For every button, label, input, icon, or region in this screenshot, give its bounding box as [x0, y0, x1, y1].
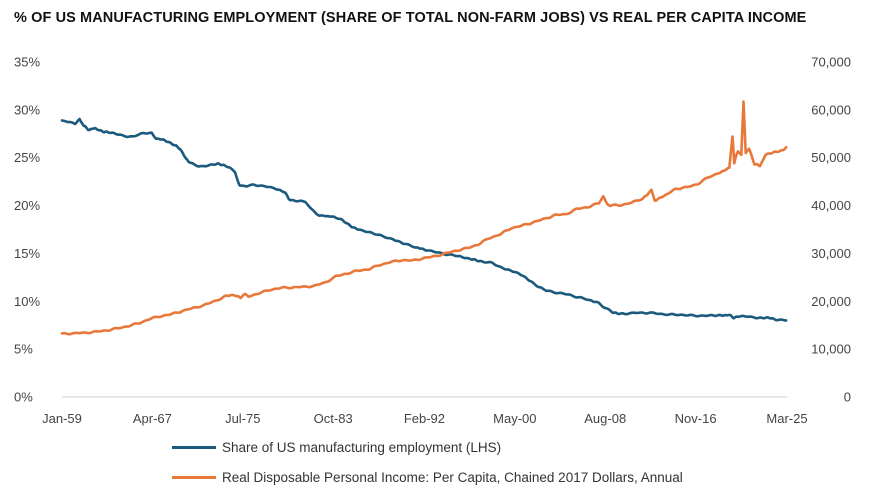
- x-tick-label: Nov-16: [675, 411, 717, 426]
- x-tick-label: Aug-08: [584, 411, 626, 426]
- left-tick-label: 0%: [14, 390, 33, 405]
- right-tick-label: 0: [844, 390, 851, 405]
- series-lines: [60, 100, 788, 336]
- right-tick-label: 40,000: [811, 198, 851, 213]
- right-tick-label: 60,000: [811, 102, 851, 117]
- left-tick-label: 25%: [14, 150, 40, 165]
- right-tick-label: 50,000: [811, 150, 851, 165]
- legend-label-manufacturing: Share of US manufacturing employment (LH…: [222, 440, 502, 455]
- left-axis-labels: 0% 5% 10% 15% 20% 25% 30% 35%: [14, 55, 40, 405]
- left-tick-label: 15%: [14, 246, 40, 261]
- legend-item-manufacturing: Share of US manufacturing employment (LH…: [172, 440, 501, 455]
- left-tick-label: 10%: [14, 294, 40, 309]
- x-tick-label: May-00: [493, 411, 536, 426]
- x-tick-label: Feb-92: [404, 411, 445, 426]
- x-tick-label: Mar-25: [766, 411, 807, 426]
- legend-label-income: Real Disposable Personal Income: Per Cap…: [222, 470, 683, 485]
- left-tick-label: 35%: [14, 55, 40, 70]
- x-tick-label: Oct-83: [314, 411, 353, 426]
- x-tick-label: Apr-67: [133, 411, 172, 426]
- legend-swatch-manufacturing: [172, 446, 216, 449]
- right-tick-label: 70,000: [811, 55, 851, 70]
- right-tick-label: 30,000: [811, 246, 851, 261]
- right-axis-labels: 0 10,000 20,000 30,000 40,000 50,000 60,000 70,…: [811, 55, 851, 405]
- x-axis-labels: Jan-59 Apr-67 Jul-75 Oct-83 Feb-92 May-00 Aug-…: [42, 411, 807, 426]
- series-line-manufacturing-share: [60, 117, 788, 322]
- right-tick-label: 20,000: [811, 294, 851, 309]
- left-tick-label: 20%: [14, 198, 40, 213]
- legend-item-income: Real Disposable Personal Income: Per Cap…: [172, 470, 683, 485]
- legend-swatch-income: [172, 476, 216, 479]
- x-tick-label: Jan-59: [42, 411, 82, 426]
- left-tick-label: 5%: [14, 342, 33, 357]
- x-tick-label: Jul-75: [225, 411, 260, 426]
- right-tick-label: 10,000: [811, 342, 851, 357]
- left-tick-label: 30%: [14, 102, 40, 117]
- chart-title: % OF US MANUFACTURING EMPLOYMENT (SHARE …: [14, 10, 807, 26]
- series-line-real-income: [60, 100, 788, 336]
